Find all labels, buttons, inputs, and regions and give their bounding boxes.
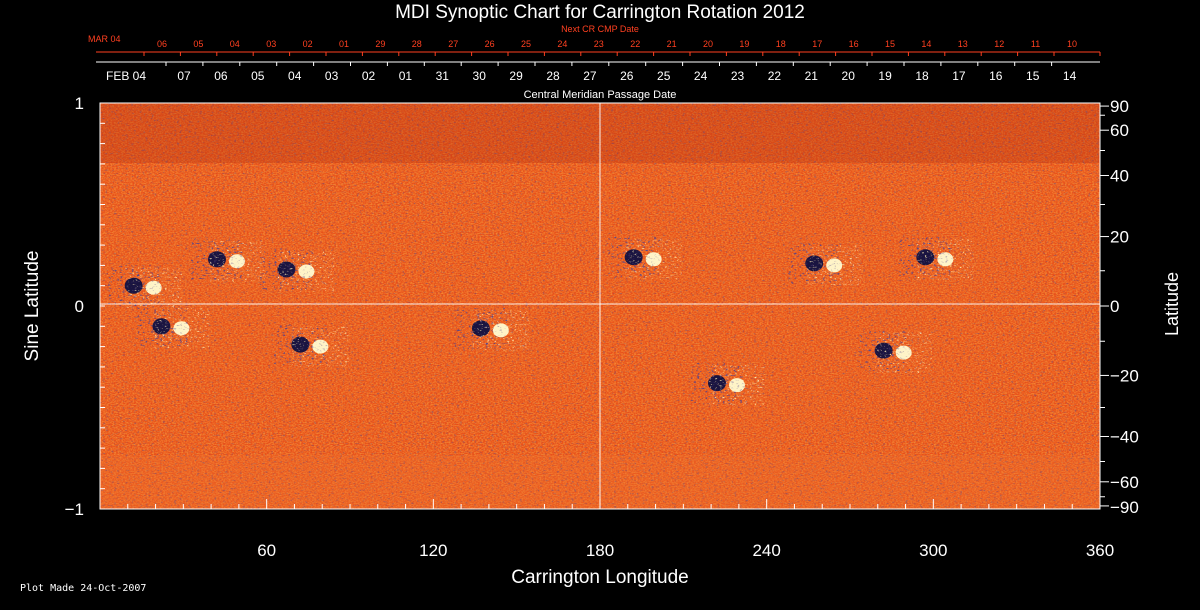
next-cr-day-label: 10	[1067, 39, 1077, 49]
next-cr-day-label: 26	[485, 39, 495, 49]
cmp-day-label: 07	[177, 69, 191, 83]
y-tick-label-right: 40	[1110, 167, 1129, 186]
cmp-day-label: 15	[1026, 69, 1040, 83]
y-tick-label-left: −1	[65, 500, 84, 519]
y-tick-label-left: 0	[75, 297, 84, 316]
cmp-month-label: FEB 04	[106, 69, 146, 83]
cmp-day-label: 14	[1063, 69, 1077, 83]
plot-made-label: Plot Made 24-Oct-2007	[20, 583, 146, 594]
next-cr-day-label: 29	[375, 39, 385, 49]
y-tick-label-right: 20	[1110, 228, 1129, 247]
cmp-day-label: 19	[878, 69, 892, 83]
y-axis-title-left: Sine Latitude	[22, 251, 43, 362]
next-cr-month-label: MAR 04	[88, 34, 121, 44]
cmp-day-label: 25	[657, 69, 671, 83]
next-cr-axis-label: Next CR CMP Date	[561, 24, 639, 34]
y-tick-label-right: −40	[1110, 427, 1139, 446]
cmp-day-label: 27	[583, 69, 597, 83]
y-axis-title-right: Latitude	[1162, 272, 1182, 336]
next-cr-day-label: 22	[630, 39, 640, 49]
y-tick-label-right: −20	[1110, 366, 1139, 385]
cmp-day-label: 22	[768, 69, 782, 83]
next-cr-day-label: 21	[667, 39, 677, 49]
cmp-day-label: 16	[989, 69, 1003, 83]
x-tick-label: 180	[586, 541, 614, 560]
cmp-axis: 07 06 05 04 03 02 01 31 30 29 28 27 26 25 24 23 22 21 20 19…	[96, 61, 1100, 83]
cmp-day-label: 29	[509, 69, 523, 83]
cmp-day-label: 28	[546, 69, 560, 83]
cmp-day-label: 23	[731, 69, 745, 83]
chart-title: MDI Synoptic Chart for Carrington Rotati…	[395, 2, 805, 23]
x-axis-title: Carrington Longitude	[511, 567, 688, 588]
next-cr-day-label: 12	[994, 39, 1004, 49]
cmp-axis-label: Central Meridian Passage Date	[524, 89, 677, 101]
cmp-day-label: 21	[805, 69, 819, 83]
next-cr-day-label: 11	[1031, 39, 1040, 49]
cmp-day-label: 17	[952, 69, 966, 83]
cmp-day-label: 04	[288, 69, 302, 83]
cmp-day-label: 20	[842, 69, 856, 83]
cmp-day-label: 31	[436, 69, 450, 83]
x-tick-label: 300	[919, 541, 947, 560]
y-tick-label-left: 1	[75, 94, 84, 113]
x-tick-label: 60	[257, 541, 276, 560]
next-cr-day-label: 16	[849, 39, 859, 49]
next-cr-day-label: 25	[521, 39, 531, 49]
cmp-day-label: 18	[915, 69, 929, 83]
next-cr-day-label: 06	[157, 39, 167, 49]
cmp-day-label: 03	[325, 69, 339, 83]
x-tick-label: 240	[752, 541, 780, 560]
x-tick-label: 120	[419, 541, 447, 560]
next-cr-day-label: 13	[958, 39, 968, 49]
axes: 60 120 180 240 300 360 1 0 −1 90 60 40 20 0 −20 −40 −60 −…	[65, 94, 1139, 560]
y-tick-label-right: 0	[1110, 297, 1119, 316]
cmp-day-label: 06	[214, 69, 228, 83]
y-tick-label-right: −60	[1110, 473, 1139, 492]
y-tick-label-right: 60	[1110, 121, 1129, 140]
next-cr-day-label: 17	[812, 39, 822, 49]
next-cr-day-label: 24	[557, 39, 567, 49]
next-cr-day-label: 04	[230, 39, 240, 49]
next-cr-day-label: 19	[739, 39, 749, 49]
next-cr-day-label: 01	[339, 39, 349, 49]
cmp-day-label: 01	[399, 69, 413, 83]
cmp-day-label: 02	[362, 69, 376, 83]
next-cr-day-label: 03	[266, 39, 276, 49]
cmp-day-label: 30	[473, 69, 487, 83]
y-tick-label-right: −90	[1110, 498, 1139, 517]
next-cr-axis: 06 05 04 03 02 01 29 28 27 26 25 24 23 22 21 20 19 18 17 16…	[96, 39, 1101, 56]
next-cr-day-label: 14	[921, 39, 931, 49]
cmp-day-label: 05	[251, 69, 265, 83]
next-cr-day-label: 18	[776, 39, 786, 49]
next-cr-day-label: 05	[193, 39, 203, 49]
y-tick-label-right: 90	[1110, 97, 1129, 116]
next-cr-day-label: 02	[303, 39, 313, 49]
next-cr-day-label: 23	[594, 39, 604, 49]
next-cr-day-label: 15	[885, 39, 895, 49]
next-cr-day-label: 27	[448, 39, 458, 49]
x-tick-label: 360	[1086, 541, 1114, 560]
cmp-day-label: 26	[620, 69, 634, 83]
cmp-day-label: 24	[694, 69, 708, 83]
next-cr-day-label: 20	[703, 39, 713, 49]
next-cr-day-label: 28	[412, 39, 422, 49]
